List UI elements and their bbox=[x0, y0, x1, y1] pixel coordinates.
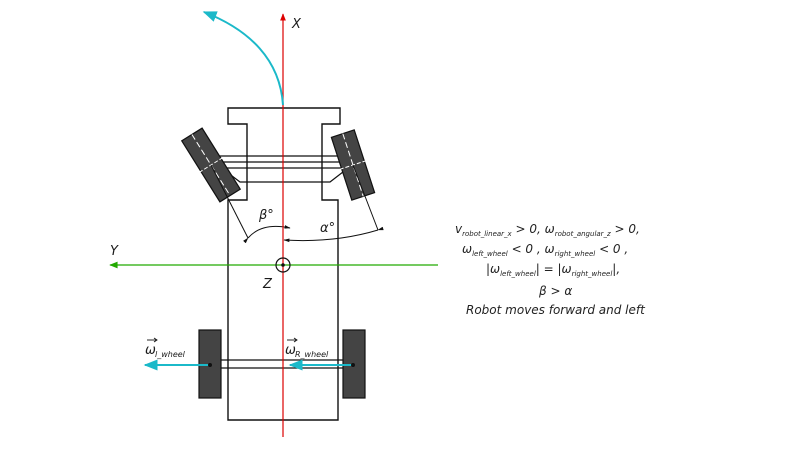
svg-text:l_wheel: l_wheel bbox=[155, 350, 186, 359]
right-wheel-omega-label: ω R_wheel bbox=[285, 337, 329, 359]
condition-line-2: ωleft_wheel < 0 , ωright_wheel < 0 , bbox=[462, 242, 628, 258]
svg-text:ω: ω bbox=[145, 343, 156, 358]
z-axis-label: Z bbox=[262, 277, 273, 292]
svg-text:ω: ω bbox=[285, 343, 296, 358]
condition-line-5: Robot moves forward and left bbox=[466, 303, 646, 317]
beta-label: β° bbox=[258, 208, 274, 223]
condition-line-3: |ωleft_wheel| = |ωright_wheel|, bbox=[486, 262, 620, 278]
condition-text-block: vrobot_linear_x > 0, ωrobot_angular_z > … bbox=[455, 222, 646, 317]
robot-trajectory-arrow bbox=[202, 11, 284, 106]
rear-axle bbox=[212, 359, 352, 369]
alpha-label: α° bbox=[320, 221, 335, 236]
robot-body bbox=[227, 107, 341, 421]
condition-line-4: β > α bbox=[538, 284, 572, 298]
left-wheel-omega-label: ω l_wheel bbox=[145, 337, 186, 359]
condition-line-1: vrobot_linear_x > 0, ωrobot_angular_z > … bbox=[455, 222, 640, 238]
x-axis-label: X bbox=[291, 17, 302, 32]
y-axis-label: Y bbox=[110, 244, 119, 259]
alpha-angle-construction bbox=[283, 164, 384, 243]
z-axis-symbol bbox=[275, 257, 291, 273]
svg-text:R_wheel: R_wheel bbox=[295, 350, 329, 359]
